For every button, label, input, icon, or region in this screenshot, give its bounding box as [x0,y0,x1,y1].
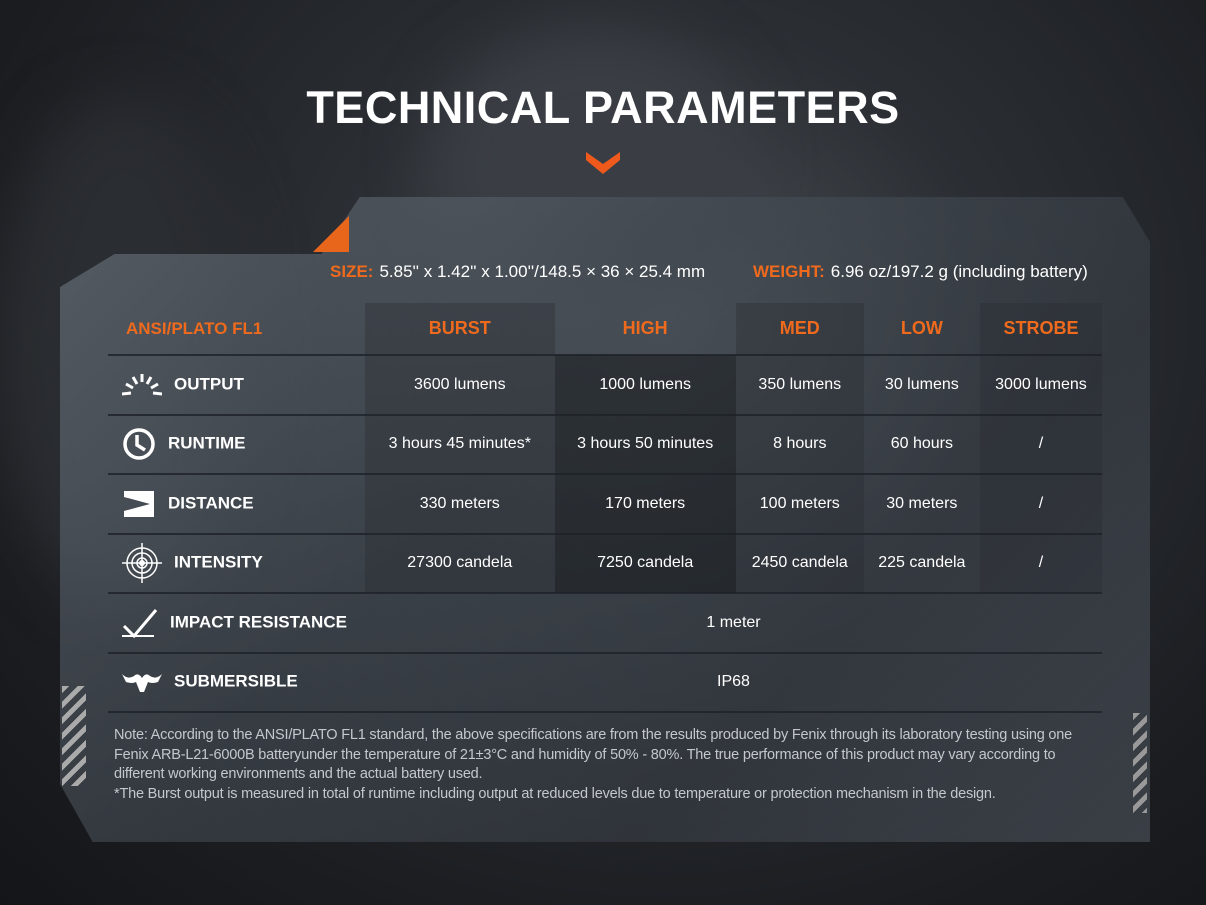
table-row: IMPACT RESISTANCE 1 meter [108,593,1102,654]
spec-table: ANSI/PLATO FL1 BURST HIGH MED LOW STROBE… [108,303,1102,713]
cell: 3000 lumens [979,355,1102,416]
cell: 3 hours 50 minutes [554,414,736,475]
cell: / [979,414,1102,475]
output-burst-icon [121,373,163,396]
table-row: SUBMERSIBLE IP68 [108,652,1102,713]
impact-icon [122,608,158,638]
cell: 8 hours [735,414,864,475]
beam-distance-icon [124,490,154,517]
cell: 3600 lumens [365,355,555,416]
cell: 30 lumens [863,355,980,416]
table-row: INTENSITY 27300 candela 7250 candela 245… [108,533,1102,594]
cell: 1000 lumens [554,355,736,416]
standard-header: ANSI/PLATO FL1 [108,303,365,356]
decorative-stripes [1133,713,1147,813]
size-spec: SIZE: 5.85'' x 1.42'' x 1.00''/148.5 × 36… [330,262,706,281]
note-text: Note: According to the ANSI/PLATO FL1 st… [114,727,1073,782]
col-strobe: STROBE [979,303,1102,356]
cell: 27300 candela [365,533,555,594]
target-icon [122,543,162,584]
col-high: HIGH [554,303,736,356]
cell: / [979,533,1102,594]
page-title: TECHNICAL PARAMETERS [306,82,900,133]
clock-icon [123,428,155,460]
cell: 30 meters [863,474,980,535]
cell: 225 candela [863,533,980,594]
chevron-down-icon [586,152,620,174]
cell: 3 hours 45 minutes* [365,414,555,475]
table-header: ANSI/PLATO FL1 BURST HIGH MED LOW STROBE [108,303,1102,356]
col-med: MED [735,303,864,356]
water-icon [122,674,162,693]
cell: 170 meters [554,474,736,535]
cell: 60 hours [863,414,980,475]
col-low: LOW [863,303,980,356]
burst-note-text: *The Burst output is measured in total o… [114,785,996,802]
footnote: Note: According to the ANSI/PLATO FL1 st… [114,726,1109,804]
table-row: OUTPUT 3600 lumens 1000 lumens 350 lumen… [108,355,1102,416]
table-row: RUNTIME 3 hours 45 minutes* 3 hours 50 m… [108,414,1102,475]
cell: 100 meters [735,474,864,535]
cell: IP68 [365,652,1102,713]
cell: 1 meter [365,593,1102,654]
col-burst: BURST [365,303,555,356]
cell: 350 lumens [735,355,864,416]
weight-spec: WEIGHT: 6.96 oz/197.2 g (including batter… [753,262,1088,281]
cell: 7250 candela [554,533,736,594]
cell: 330 meters [365,474,555,535]
decorative-accent [313,216,349,252]
cell: 2450 candela [735,533,864,594]
decorative-stripes [62,686,86,786]
cell: / [979,474,1102,535]
table-row: DISTANCE 330 meters 170 meters 100 meter… [108,474,1102,535]
